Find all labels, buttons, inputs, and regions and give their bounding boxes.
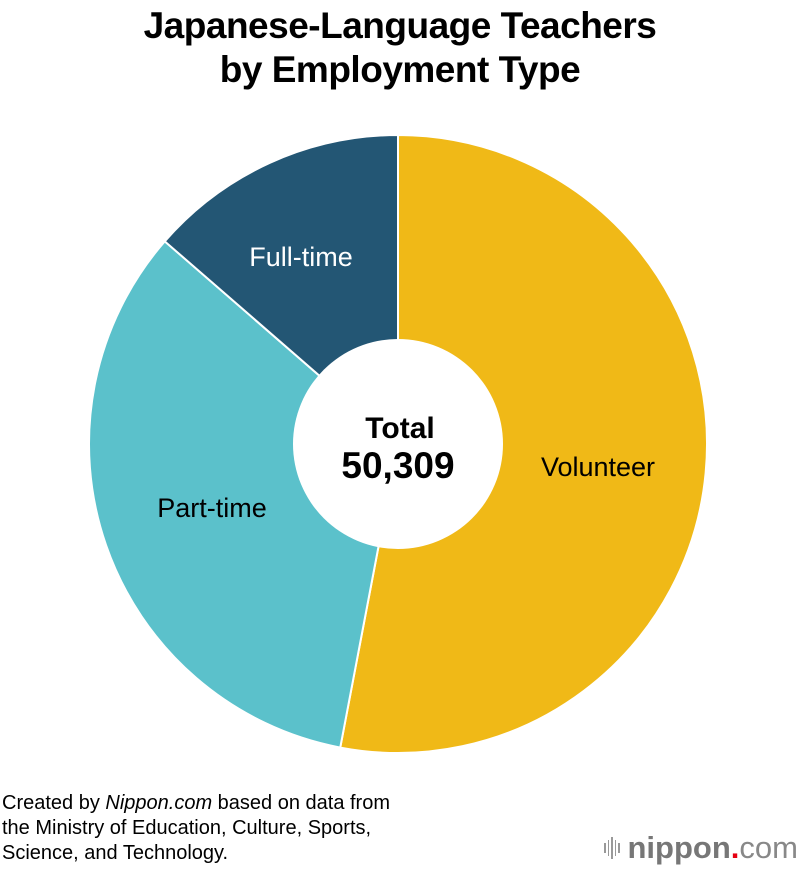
donut-slices (88, 133, 708, 754)
source-line2: the Ministry of Education, Culture, Spor… (2, 817, 372, 839)
slice-label-part-time: Part-time (157, 493, 267, 523)
center-total-label: Total (365, 412, 434, 445)
center-total-value: 50,309 (341, 445, 454, 486)
source-site: Nippon.com (105, 792, 213, 814)
source-note: Created by Nippon.com based on data from… (2, 791, 390, 866)
nippon-logo: nippon. com (604, 830, 798, 866)
slice-part-time (88, 239, 400, 749)
donut-hole (293, 339, 503, 549)
chart-title-line2: by Employment Type (219, 49, 581, 90)
sound-bars-icon (604, 837, 620, 859)
source-line3: Science, and Technology. (2, 842, 229, 864)
logo-name: nippon (627, 830, 731, 865)
logo-tld: com (739, 830, 798, 865)
chart-title: Japanese-Language Teachers by Employment… (0, 4, 800, 92)
source-prefix: Created by (2, 792, 106, 814)
logo-dot: . (730, 830, 740, 865)
slice-volunteer (339, 133, 708, 754)
source-line1-rest: based on data from (212, 792, 390, 814)
slice-label-full-time: Full-time (249, 242, 353, 272)
chart-title-line1: Japanese-Language Teachers (143, 5, 657, 46)
slice-label-volunteer: Volunteer (541, 452, 655, 482)
